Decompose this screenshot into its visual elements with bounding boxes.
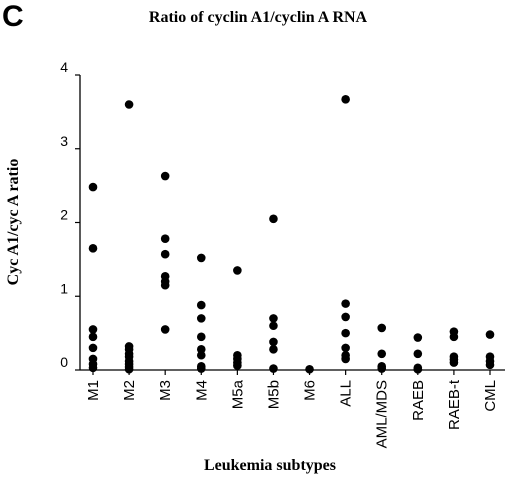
data-point bbox=[124, 100, 134, 109]
data-point bbox=[196, 314, 206, 323]
y-axis-label: Cyc A1/cyc A ratio bbox=[5, 159, 22, 286]
y-tick-label: 2 bbox=[60, 207, 68, 223]
data-point bbox=[160, 280, 170, 290]
data-point bbox=[377, 323, 387, 333]
data-point bbox=[449, 332, 459, 342]
data-point bbox=[160, 171, 170, 181]
data-point bbox=[88, 363, 98, 373]
x-tick-label: M4 bbox=[193, 380, 210, 401]
data-point bbox=[88, 343, 98, 353]
data-point bbox=[377, 364, 387, 373]
data-point bbox=[485, 360, 495, 370]
data-point bbox=[269, 364, 278, 373]
y-tick-label: 1 bbox=[60, 280, 68, 296]
data-point bbox=[341, 95, 350, 104]
data-point bbox=[88, 332, 98, 342]
axes bbox=[79, 75, 505, 371]
x-tick-label: M2 bbox=[121, 380, 138, 401]
x-tick-label: CML bbox=[482, 380, 499, 412]
x-tick-label: RAEB bbox=[410, 380, 427, 421]
data-point bbox=[160, 325, 170, 334]
tick-labels: 0 1 2 3 4 M1 M2 M3 M4 M5a M5b M6 ALL AML/MDS RAEB RAEB-… bbox=[60, 59, 499, 448]
data-point bbox=[341, 343, 350, 353]
data-point bbox=[341, 312, 350, 322]
data-point bbox=[377, 349, 387, 359]
data-point bbox=[485, 330, 495, 339]
data-point bbox=[233, 266, 242, 275]
data-point bbox=[160, 234, 170, 244]
x-axis-label: Leukemia subtypes bbox=[204, 457, 336, 474]
x-tick-label: M1 bbox=[85, 380, 102, 401]
data-point bbox=[305, 364, 314, 374]
data-point bbox=[196, 345, 206, 354]
data-point bbox=[196, 332, 206, 342]
x-tick-label: M6 bbox=[302, 380, 319, 401]
data-point bbox=[413, 349, 423, 359]
data-point bbox=[413, 364, 423, 374]
x-tick-label: ALL bbox=[338, 380, 355, 407]
data-point bbox=[233, 361, 242, 370]
x-tick-label: M5b bbox=[265, 380, 282, 409]
data-points bbox=[88, 95, 495, 374]
data-point bbox=[124, 364, 134, 374]
x-tick-label: M5a bbox=[229, 379, 246, 409]
chart-title: Ratio of cyclin A1/cyclin A RNA bbox=[149, 9, 368, 26]
data-point bbox=[196, 300, 206, 310]
data-point bbox=[341, 354, 350, 364]
panel-letter: C bbox=[2, 0, 24, 33]
data-point bbox=[269, 337, 278, 347]
data-point bbox=[88, 182, 98, 192]
data-point bbox=[269, 314, 278, 323]
data-point bbox=[269, 321, 278, 331]
data-point bbox=[269, 214, 278, 224]
data-point bbox=[88, 325, 98, 334]
y-tick-label: 0 bbox=[60, 354, 68, 370]
data-point bbox=[341, 299, 350, 308]
y-tick-label: 3 bbox=[60, 133, 68, 149]
data-point bbox=[196, 350, 206, 360]
data-point bbox=[449, 358, 459, 367]
data-point bbox=[88, 244, 98, 253]
data-point bbox=[413, 333, 423, 342]
data-point bbox=[160, 249, 170, 259]
y-tick-label: 4 bbox=[60, 59, 68, 75]
data-point bbox=[269, 345, 278, 354]
x-tick-label: RAEB-t bbox=[446, 379, 463, 430]
data-point bbox=[196, 253, 206, 263]
data-point bbox=[196, 364, 206, 373]
data-point bbox=[341, 328, 350, 338]
x-tick-label: M3 bbox=[157, 380, 174, 401]
x-tick-label: AML/MDS bbox=[374, 380, 391, 448]
